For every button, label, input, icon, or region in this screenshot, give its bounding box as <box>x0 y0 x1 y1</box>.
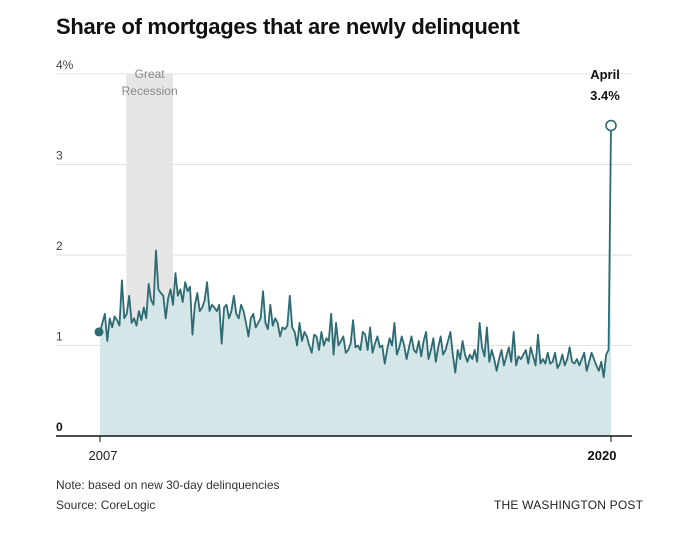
footnote: Note: based on new 30-day delinquencies <box>56 478 280 492</box>
callout-month: April <box>590 67 620 82</box>
axes: 2007 2020 <box>56 435 632 463</box>
recession-label-line2: Recession <box>122 84 178 98</box>
y-tick-label: 1 <box>56 330 63 344</box>
series-area <box>100 125 611 436</box>
annotations: April 3.4% <box>94 67 620 337</box>
y-tick-label: 3 <box>56 149 63 163</box>
data-area <box>99 125 612 436</box>
x-tick-label: 2007 <box>89 448 118 463</box>
recession-label-line1: Great <box>135 67 166 81</box>
y-tick-label: 4% <box>56 58 74 72</box>
source-credit: Source: CoreLogic <box>56 498 156 512</box>
end-point-marker <box>605 119 617 132</box>
chart-title: Share of mortgages that are newly delinq… <box>56 14 520 39</box>
callout-value: 3.4% <box>590 88 620 103</box>
start-point-marker <box>94 327 104 337</box>
publisher-credit: THE WASHINGTON POST <box>494 498 644 512</box>
y-tick-label: 2 <box>56 239 63 253</box>
series-line <box>99 125 612 379</box>
y-tick-label: 0 <box>56 420 63 434</box>
x-tick-label: 2020 <box>588 448 617 463</box>
